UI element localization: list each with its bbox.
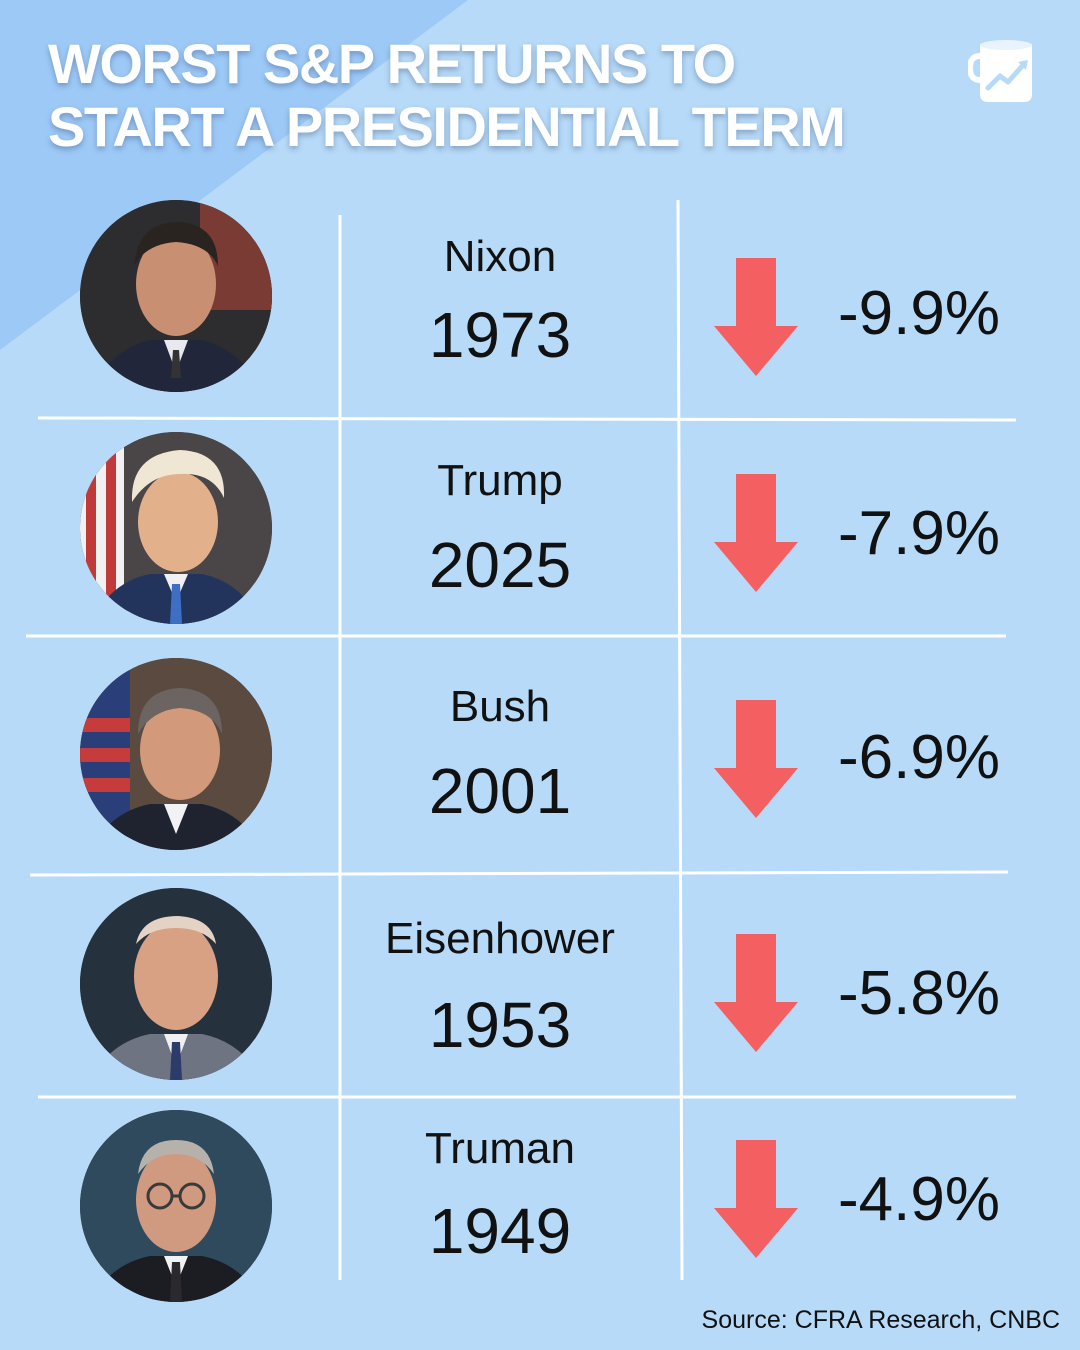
bush-portrait: [80, 658, 272, 850]
trump-portrait: [80, 432, 272, 624]
return-value: -7.9%: [838, 499, 1000, 568]
return-value: -4.9%: [838, 1165, 1000, 1234]
return-value: -5.8%: [838, 959, 1000, 1028]
source-note: Source: CFRA Research, CNBC: [701, 1306, 1060, 1334]
title-line-1: WORST S&P RETURNS TO: [48, 32, 736, 95]
president-name: Truman: [425, 1124, 575, 1173]
nixon-portrait: [80, 200, 272, 392]
term-year: 1953: [428, 989, 572, 1061]
page-title: WORST S&P RETURNS TO START A PRESIDENTIA…: [48, 32, 846, 158]
president-name: Nixon: [443, 232, 557, 281]
term-year: 2025: [428, 529, 572, 601]
return-value: -9.9%: [838, 279, 1000, 348]
mug-chart-icon: [966, 36, 1044, 106]
term-year: 1949: [428, 1195, 572, 1267]
down-arrow-icon: [712, 474, 800, 592]
down-arrow-icon: [712, 258, 800, 376]
term-year: 2001: [428, 755, 572, 827]
president-name: Trump: [437, 456, 563, 505]
down-arrow-icon: [712, 934, 800, 1052]
down-arrow-icon: [712, 700, 800, 818]
truman-portrait: [80, 1110, 272, 1302]
eisenhower-portrait: [80, 888, 272, 1080]
return-value: -6.9%: [838, 723, 1000, 792]
down-arrow-icon: [712, 1140, 800, 1258]
term-year: 1973: [428, 299, 572, 371]
president-name: Bush: [449, 682, 551, 731]
president-name: Eisenhower: [385, 914, 615, 963]
title-line-2: START A PRESIDENTIAL TERM: [48, 95, 846, 158]
